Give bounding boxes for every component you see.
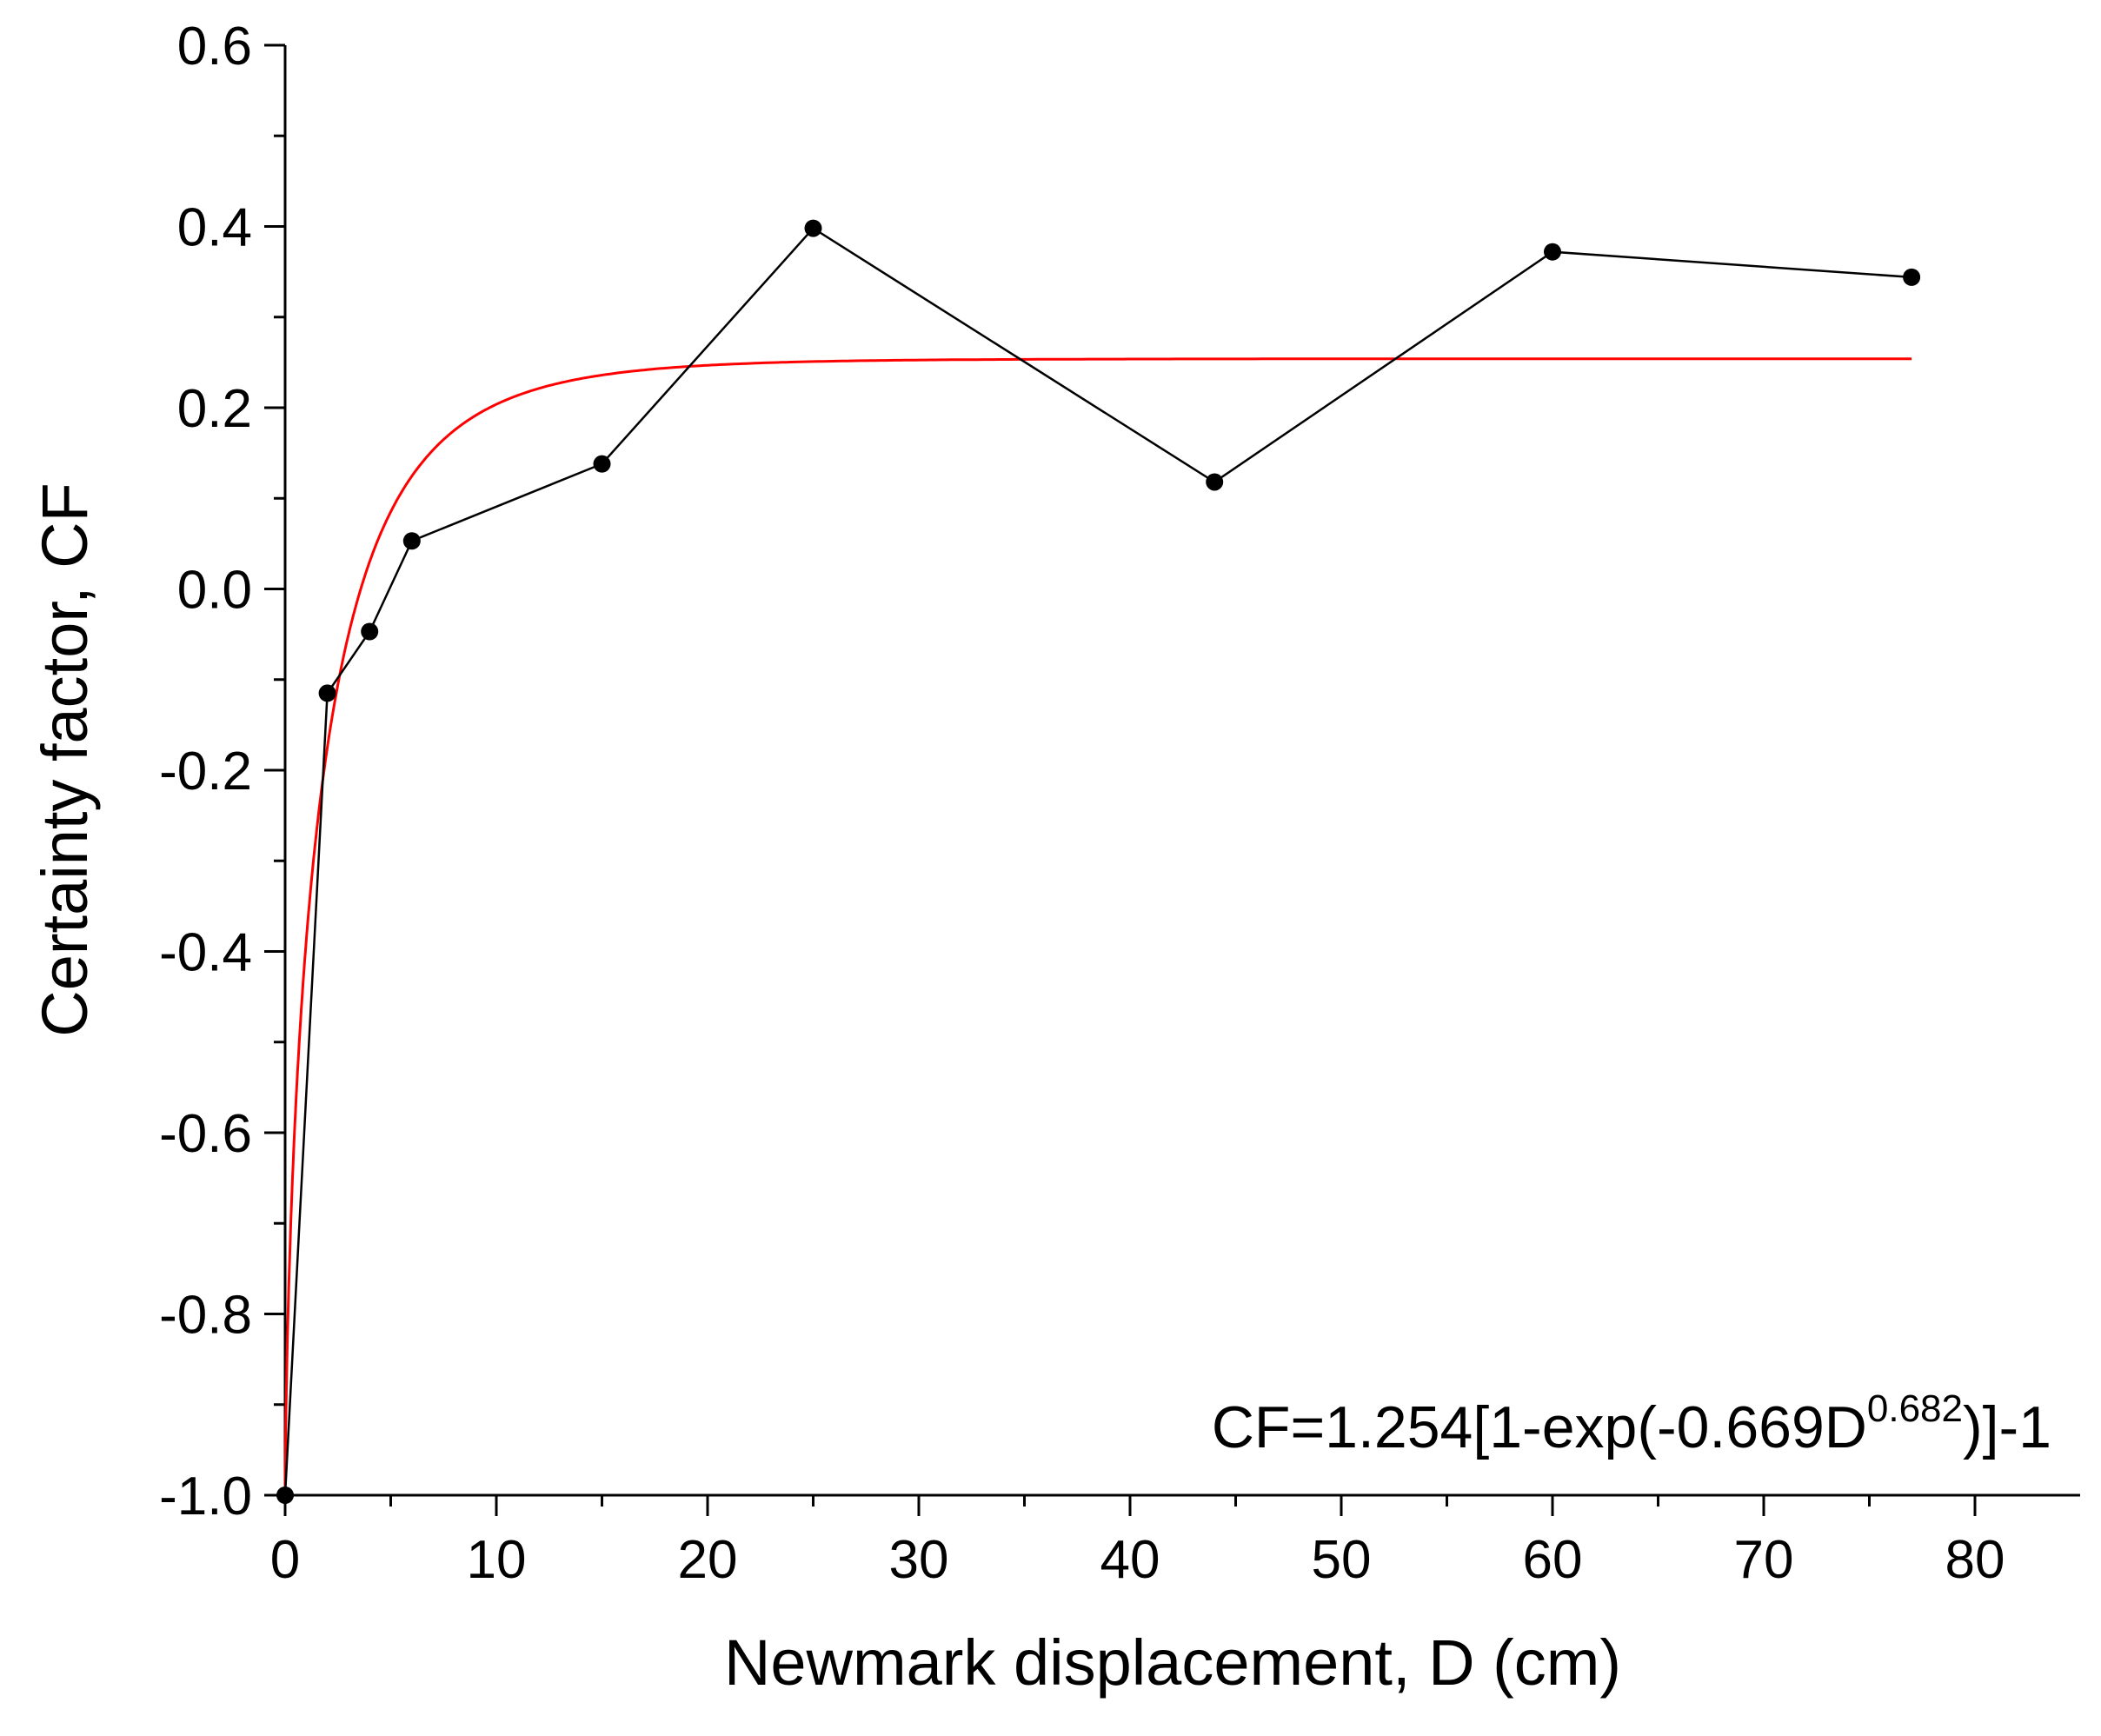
data-point [1544, 243, 1561, 261]
y-tick-label: 0.0 [177, 561, 252, 621]
x-tick-label: 30 [889, 1530, 949, 1590]
fit-equation-prefix: CF=1.254[1-exp(-0.669D [1212, 1394, 1867, 1460]
y-tick-label: -0.4 [159, 923, 252, 983]
data-point [361, 622, 379, 641]
y-tick-label: 0.2 [177, 379, 252, 439]
y-tick-label: -1.0 [159, 1467, 252, 1526]
x-tick-label: 10 [467, 1530, 527, 1590]
x-tick-label: 40 [1100, 1530, 1160, 1590]
data-point [276, 1487, 294, 1504]
y-tick-label: 0.6 [177, 17, 252, 76]
plot-area [276, 219, 1921, 1504]
fitted-curve [283, 357, 1912, 1495]
axes: 0 10 20 30 40 50 60 70 80 -1.0 -0.8 -0.6 -0.4 -0.2 0.0… [159, 17, 2080, 1590]
data-point [804, 219, 822, 237]
x-axis-title: Newmark displacement, D (cm) [724, 1626, 1621, 1699]
fit-equation-annotation: CF=1.254[1-exp(-0.669D0.682)]-1 [1212, 1387, 2051, 1460]
data-point [318, 684, 336, 702]
data-point [1903, 268, 1921, 286]
x-tick-label: 80 [1945, 1530, 2005, 1590]
fit-equation-suffix: )]-1 [1963, 1394, 2051, 1460]
y-axis-title: Certainty factor, CF [29, 482, 101, 1036]
data-point [402, 532, 421, 550]
x-tick-label: 70 [1734, 1530, 1794, 1590]
observed-line [283, 226, 1912, 1496]
x-tick-label: 60 [1523, 1530, 1583, 1590]
fit-equation-exponent: 0.682 [1867, 1387, 1963, 1430]
y-tick-label: -0.2 [159, 742, 252, 801]
x-tick-label: 50 [1312, 1530, 1372, 1590]
y-tick-label: -0.8 [159, 1286, 252, 1346]
y-tick-label: -0.6 [159, 1104, 252, 1164]
data-point [593, 455, 611, 473]
data-point [1206, 473, 1224, 491]
y-tick-label: 0.4 [177, 198, 252, 258]
x-tick-label: 20 [678, 1530, 738, 1590]
x-tick-label: 0 [270, 1530, 300, 1590]
